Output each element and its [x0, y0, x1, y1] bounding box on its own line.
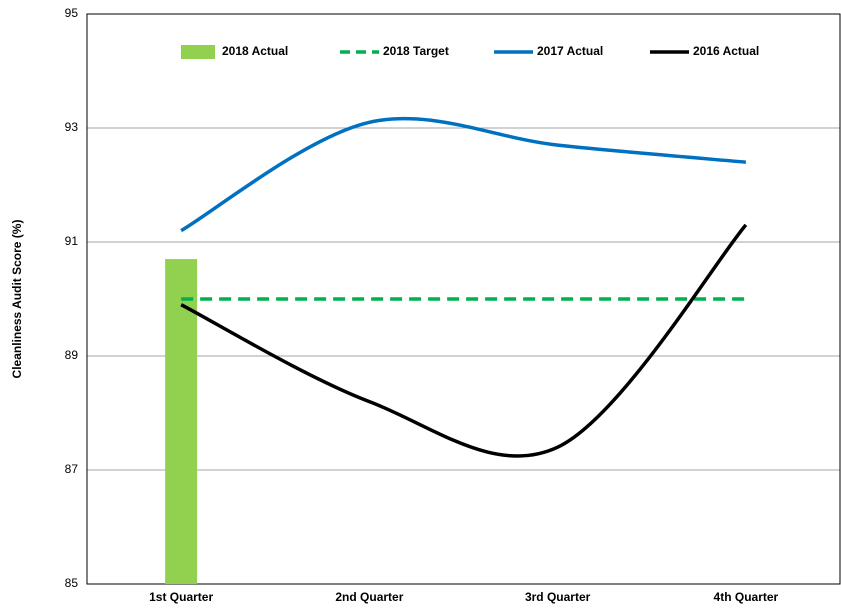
legend-label: 2018 Target	[383, 44, 449, 58]
legend-label: 2017 Actual	[537, 44, 603, 58]
x-tick-label: 3rd Quarter	[525, 590, 591, 604]
plot-border	[86, 13, 841, 585]
y-tick-label: 95	[65, 6, 79, 20]
y-tick-label: 93	[65, 120, 79, 134]
x-tick-label: 1st Quarter	[149, 590, 213, 604]
legend-label: 2016 Actual	[693, 44, 759, 58]
legend-label: 2018 Actual	[222, 44, 288, 58]
x-tick-label: 2nd Quarter	[335, 590, 403, 604]
legend-swatch	[181, 45, 215, 59]
y-axis-label: Cleanliness Audit Score (%)	[10, 220, 24, 379]
y-tick-label: 89	[65, 348, 79, 362]
y-tick-label: 87	[65, 462, 79, 476]
bar	[165, 259, 198, 584]
line	[180, 223, 748, 458]
y-tick-label: 85	[65, 576, 79, 590]
line	[180, 116, 747, 233]
y-tick-label: 91	[65, 234, 79, 248]
x-tick-label: 4th Quarter	[714, 590, 779, 604]
